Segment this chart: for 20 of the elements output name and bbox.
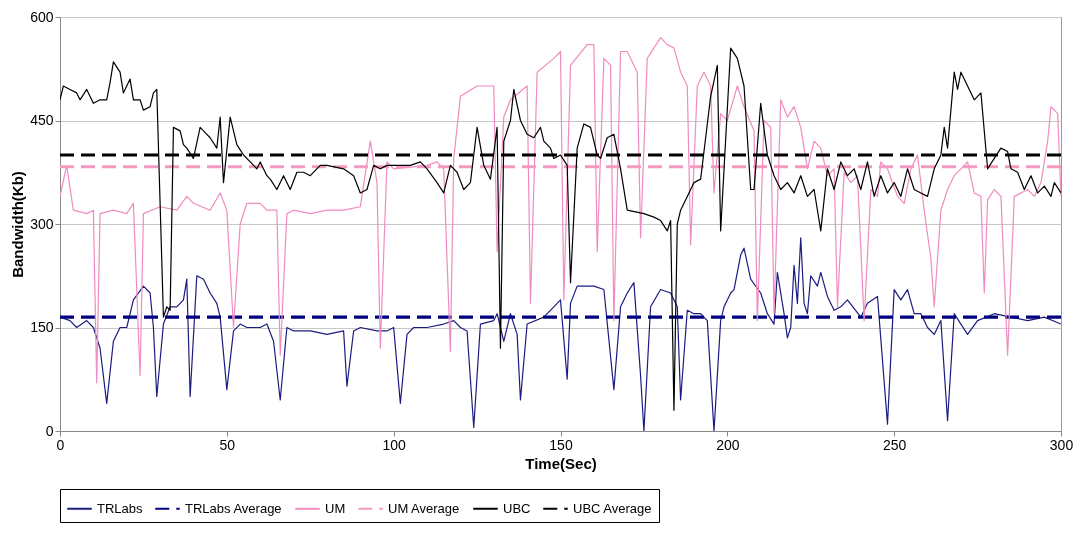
x-tick-label: 300: [1049, 436, 1074, 453]
legend-label: UM Average: [388, 500, 460, 516]
x-tick-label: 250: [882, 436, 907, 453]
legend-label: UBC: [503, 500, 531, 516]
y-tick-label: 450: [30, 112, 54, 128]
legend-label: TRLabs Average: [185, 500, 282, 516]
y-tick-label: 0: [45, 422, 54, 439]
legend-label: UM: [325, 500, 346, 516]
y-tick-label: 600: [30, 8, 54, 25]
x-axis-title: Time(Sec): [525, 454, 597, 472]
legend-label: TRLabs: [97, 500, 144, 516]
y-tick-label: 300: [30, 215, 54, 232]
x-tick-label: 150: [549, 436, 573, 453]
y-axis-title: Bandwidth(Kb): [9, 171, 27, 278]
x-tick-label: 100: [382, 436, 407, 453]
x-tick-label: 0: [56, 436, 65, 453]
y-tick-label: 150: [30, 319, 54, 335]
legend-label: UBC Average: [573, 500, 652, 516]
x-tick-label: 50: [219, 436, 236, 453]
x-tick-label: 200: [716, 436, 740, 453]
